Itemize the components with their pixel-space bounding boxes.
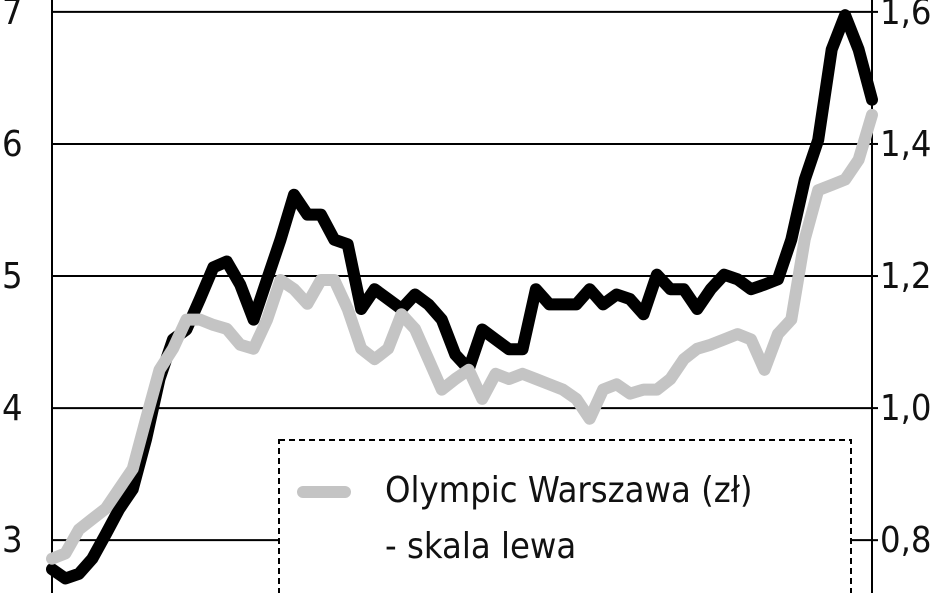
y2-tick-label: 1,0 [880, 388, 932, 429]
legend-note: - skala lewa [385, 526, 576, 567]
y-tick-label: 7 [2, 0, 23, 33]
y-tick-label: 3 [2, 520, 23, 561]
legend-label: Olympic Warszawa (zł) [385, 470, 753, 511]
series-line [46, 108, 878, 565]
y2-tick-label: 1,6 [880, 0, 932, 33]
legend-box [278, 439, 852, 593]
y-tick-label: 5 [2, 256, 23, 297]
y2-tick-label: 1,2 [880, 256, 932, 297]
y-tick-label: 4 [2, 388, 23, 429]
y-tick-label: 6 [2, 124, 23, 165]
y2-tick-label: 1,4 [880, 124, 932, 165]
y2-tick-label: 0,8 [880, 520, 932, 561]
